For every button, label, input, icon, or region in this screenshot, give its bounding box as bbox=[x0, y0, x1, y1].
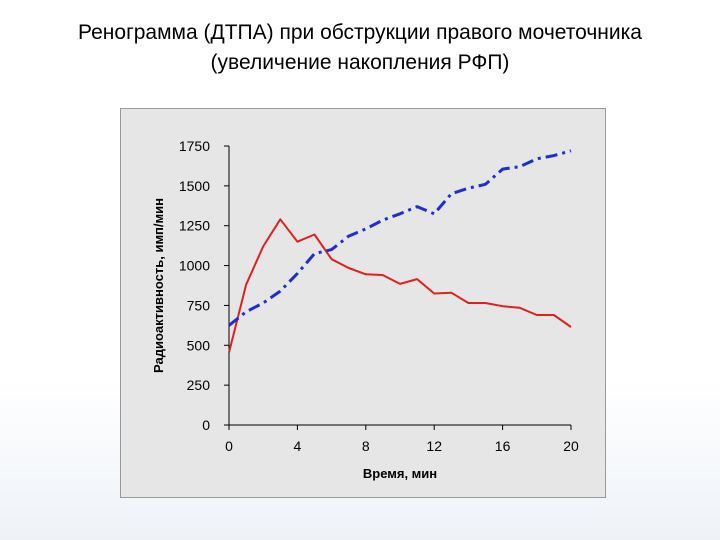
y-tick-label: 1000 bbox=[179, 258, 210, 274]
x-tick-label: 16 bbox=[495, 438, 511, 454]
series-line-solid bbox=[228, 218, 572, 353]
x-axis-label: Время, мин bbox=[363, 466, 437, 481]
y-tick-label: 1750 bbox=[179, 138, 210, 154]
chart-series bbox=[228, 149, 572, 353]
x-tick-label: 4 bbox=[294, 438, 302, 454]
chart-ticks: 0 250 500 750 1000 1250 1500 1750 0 4 8 12 16 20 bbox=[179, 138, 579, 454]
y-tick-label: 500 bbox=[187, 337, 211, 353]
y-axis-label: Радиоактивность, имп/мин bbox=[151, 198, 166, 373]
series-line-dashed bbox=[228, 149, 572, 327]
y-tick-label: 0 bbox=[202, 417, 210, 433]
y-tick-label: 1500 bbox=[179, 178, 210, 194]
chart-panel: 0 250 500 750 1000 1250 1500 1750 0 4 8 12 16 20 Врем… bbox=[120, 108, 606, 498]
y-tick-label: 750 bbox=[187, 297, 211, 313]
y-tick-label: 1250 bbox=[179, 218, 210, 234]
slide-title: Ренограмма (ДТПА) при обструкции правого… bbox=[0, 18, 720, 78]
slide-title-line-1: Ренограмма (ДТПА) при обструкции правого… bbox=[78, 21, 642, 44]
x-tick-label: 0 bbox=[225, 438, 233, 454]
slide-title-line-2: (увеличение накопления РФП) bbox=[210, 51, 510, 74]
x-tick-label: 8 bbox=[362, 438, 370, 454]
chart-axes bbox=[228, 146, 571, 426]
x-tick-label: 12 bbox=[426, 438, 442, 454]
x-tick-label: 20 bbox=[563, 438, 579, 454]
renogram-chart: 0 250 500 750 1000 1250 1500 1750 0 4 8 12 16 20 Врем… bbox=[151, 138, 579, 481]
y-tick-label: 250 bbox=[187, 377, 211, 393]
